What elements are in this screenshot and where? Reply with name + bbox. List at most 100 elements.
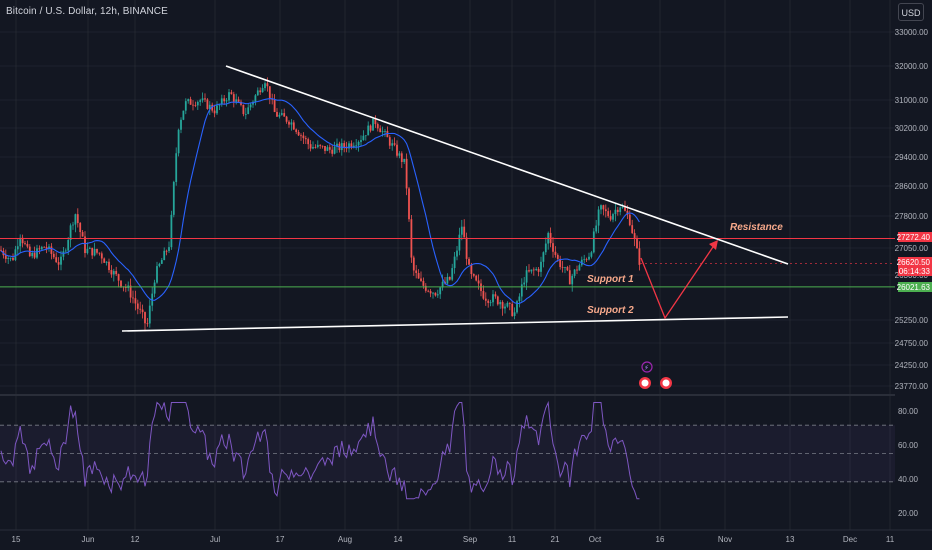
- candle-body: [50, 246, 53, 254]
- candle-body: [314, 147, 317, 148]
- price-label-box: [898, 282, 932, 292]
- time-tick-label: Oct: [589, 535, 602, 544]
- candle-body: [204, 98, 206, 100]
- candle-body: [132, 297, 134, 299]
- candle-body: [172, 181, 175, 215]
- candle-body: [542, 252, 545, 262]
- candle-body: [304, 138, 307, 140]
- candle-body: [290, 122, 293, 125]
- candle-body: [400, 153, 403, 162]
- candle-body: [129, 285, 132, 298]
- candle-body: [432, 292, 434, 294]
- candle-body: [405, 158, 408, 189]
- candle-body: [19, 237, 22, 247]
- candle-body: [453, 256, 456, 269]
- candle-body: [196, 101, 199, 106]
- candle-body: [494, 294, 497, 297]
- candle-body: [576, 269, 578, 271]
- candle-body: [624, 207, 626, 211]
- candle-body: [350, 143, 353, 147]
- candle-body: [364, 135, 367, 137]
- candle-body: [230, 92, 233, 95]
- candle-body: [309, 144, 312, 149]
- candle-body: [244, 113, 247, 115]
- candle-body: [81, 232, 84, 237]
- candle-body: [417, 273, 420, 279]
- candle-body: [636, 238, 638, 249]
- candle-body: [182, 110, 185, 120]
- chart-title: Bitcoin / U.S. Dollar, 12h, BINANCE: [6, 6, 168, 17]
- candle-body: [256, 90, 259, 96]
- candle-body: [333, 146, 336, 154]
- candle-body: [148, 305, 151, 324]
- price-tick-label: 33000.00: [895, 28, 929, 37]
- candle-body: [619, 207, 622, 213]
- candle-body: [307, 139, 310, 145]
- us-flag-event-icon: [662, 379, 670, 387]
- candle-body: [108, 261, 110, 271]
- candle-body: [530, 269, 533, 272]
- candle-body: [175, 153, 178, 182]
- candle-body: [33, 252, 36, 258]
- candle-body: [84, 236, 86, 254]
- candle-body: [168, 247, 170, 251]
- candle-body: [235, 99, 238, 102]
- price-label-box: [898, 232, 932, 242]
- candle-body: [578, 265, 581, 271]
- candle-body: [223, 98, 226, 102]
- candle-body: [458, 234, 461, 251]
- candle-body: [72, 224, 74, 226]
- time-tick-label: 11: [508, 535, 517, 544]
- candle-body: [91, 247, 94, 256]
- candle-body: [144, 312, 146, 324]
- candle-body: [177, 129, 180, 154]
- candle-body: [398, 153, 401, 156]
- candle-body: [372, 118, 374, 131]
- candle-body: [585, 259, 588, 261]
- candle-body: [343, 143, 346, 148]
- candle-body: [429, 291, 432, 294]
- candle-body: [120, 280, 122, 287]
- candle-body: [189, 99, 192, 105]
- candle-body: [592, 231, 595, 253]
- candle-body: [554, 251, 557, 255]
- candle-body: [158, 263, 161, 267]
- candle-body: [110, 270, 113, 275]
- candle-body: [40, 246, 43, 250]
- candle-body: [475, 275, 478, 281]
- annotation-label-2: Support 1: [587, 274, 634, 285]
- candle-body: [249, 104, 252, 108]
- candle-body: [420, 278, 422, 281]
- candle-body: [43, 246, 46, 248]
- time-tick-label: Nov: [718, 535, 732, 544]
- candle-body: [621, 207, 624, 208]
- price-label-text: 26021.63: [897, 283, 931, 292]
- candle-body: [638, 248, 641, 265]
- candle-body: [74, 214, 77, 225]
- candle-body: [211, 104, 214, 111]
- candle-body: [60, 256, 62, 265]
- candle-body: [626, 210, 629, 215]
- candle-body: [57, 262, 60, 265]
- candle-body: [604, 209, 607, 212]
- candle-body: [552, 243, 554, 252]
- candle-body: [115, 271, 118, 275]
- candle-body: [153, 282, 156, 294]
- candle-body: [228, 92, 230, 101]
- candle-body: [242, 104, 245, 115]
- candle-body: [355, 145, 358, 147]
- candle-body: [456, 250, 458, 257]
- candle-body: [292, 122, 295, 130]
- candle-body: [295, 129, 298, 132]
- candle-body: [434, 292, 437, 296]
- currency-button[interactable]: USD: [898, 3, 924, 21]
- time-tick-label: 15: [12, 535, 21, 544]
- candle-body: [14, 249, 17, 260]
- rsi-tick-label: 40.00: [898, 475, 919, 484]
- candle-body: [441, 281, 444, 288]
- candle-body: [55, 257, 58, 263]
- candle-body: [103, 258, 106, 263]
- candle-body: [544, 243, 547, 253]
- candle-body: [105, 261, 108, 263]
